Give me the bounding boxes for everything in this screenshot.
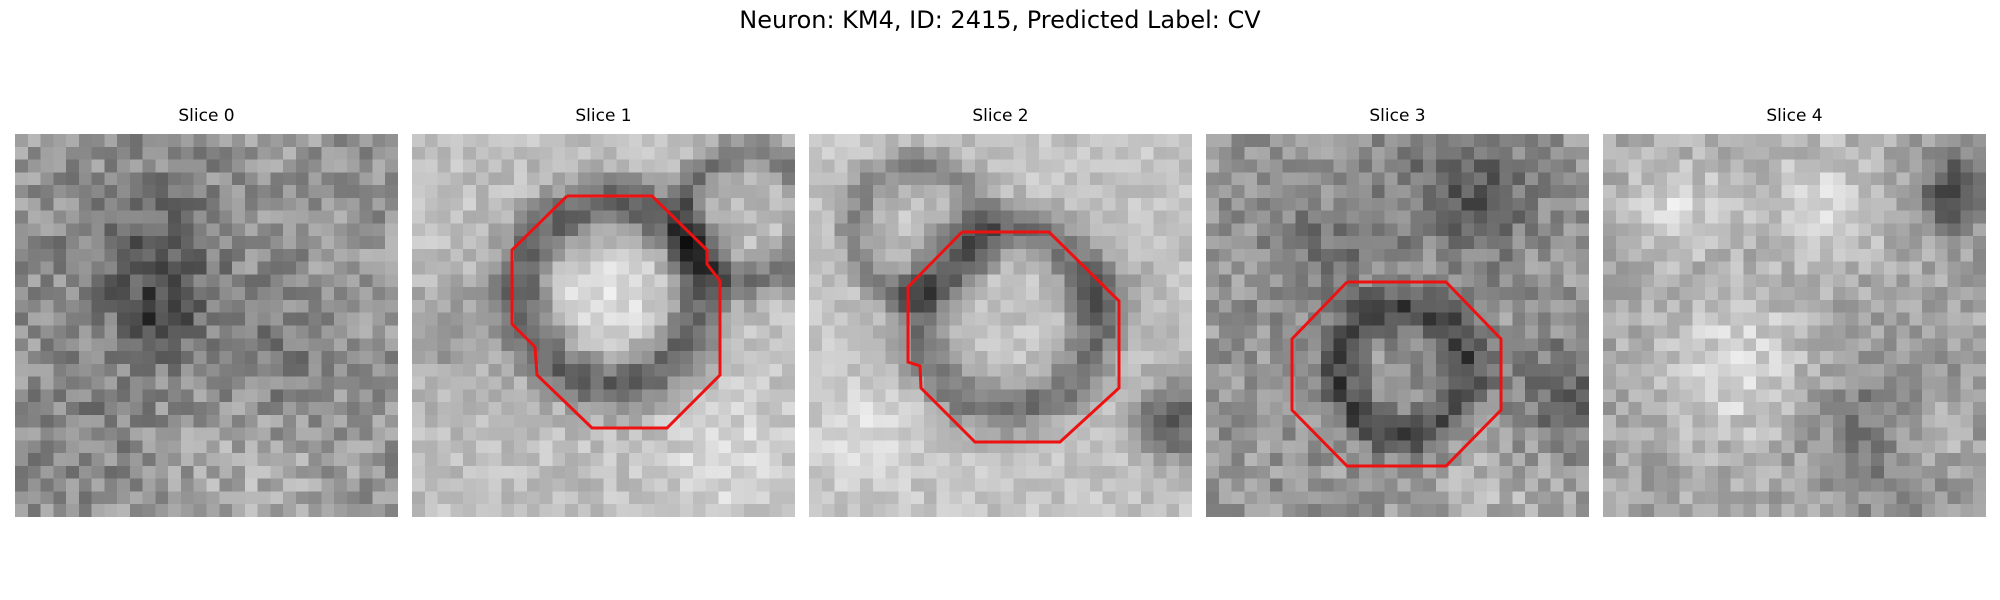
slice-title-3: Slice 3 (1369, 106, 1426, 126)
slice-panel-4: Slice 4 (1603, 106, 1986, 517)
vesicle-outline-3 (1290, 280, 1503, 468)
vesicle-outline-1 (510, 194, 722, 430)
slice-panel-3: Slice 3 (1206, 106, 1589, 517)
slice-panel-2: Slice 2 (809, 106, 1192, 517)
figure-title: Neuron: KM4, ID: 2415, Predicted Label: … (739, 6, 1261, 34)
slice-title-0: Slice 0 (178, 106, 235, 126)
slice-image-1 (412, 134, 795, 517)
slice-title-4: Slice 4 (1766, 106, 1823, 126)
slice-image-3 (1206, 134, 1589, 517)
slice-panel-1: Slice 1 (412, 106, 795, 517)
vesicle-outline-2 (906, 230, 1121, 444)
slice-title-1: Slice 1 (575, 106, 632, 126)
slice-image-4 (1603, 134, 1986, 517)
slice-title-2: Slice 2 (972, 106, 1029, 126)
slice-image-2 (809, 134, 1192, 517)
slice-panel-0: Slice 0 (15, 106, 398, 517)
slice-image-0 (15, 134, 398, 517)
